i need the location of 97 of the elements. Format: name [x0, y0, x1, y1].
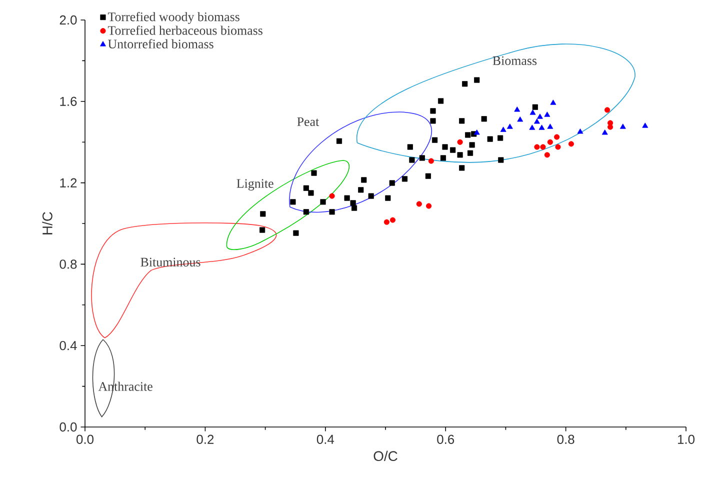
point: [514, 106, 520, 112]
point: [498, 157, 504, 163]
point: [368, 193, 374, 199]
point: [506, 124, 513, 129]
point: [407, 144, 413, 150]
point: [547, 139, 553, 145]
point: [390, 217, 396, 223]
point: [620, 124, 626, 129]
point: [389, 180, 395, 186]
point: [462, 81, 468, 87]
y-axis-title: H/C: [42, 212, 52, 234]
y-tick-label: 0.0: [60, 422, 77, 432]
point: [311, 170, 317, 176]
x-tick-label: 0.2: [196, 434, 214, 444]
point: [465, 132, 471, 138]
point: [260, 227, 266, 233]
point: [642, 122, 648, 128]
legend-label: Torrefied herbaceous biomass: [108, 26, 262, 35]
y-tick-label: 1.6: [60, 96, 77, 106]
point: [361, 177, 367, 183]
x-axis-title: O/C: [374, 450, 398, 462]
point: [517, 116, 524, 122]
point: [290, 199, 296, 205]
point: [350, 200, 356, 206]
point: [385, 195, 391, 201]
annotation: Lignite: [236, 179, 274, 191]
point: [336, 138, 342, 144]
point: [428, 158, 434, 164]
point: [344, 195, 350, 201]
point: [544, 152, 550, 158]
point: [602, 130, 608, 135]
point: [303, 185, 309, 191]
point: [469, 142, 475, 148]
point: [409, 157, 415, 163]
point: [487, 136, 493, 142]
point: [500, 126, 506, 132]
y-tick-label: 0.4: [60, 341, 77, 350]
point: [498, 135, 504, 141]
legend-label: Torrefied woody biomass: [108, 12, 240, 24]
point: [534, 144, 540, 150]
point: [474, 77, 480, 83]
point: [320, 199, 326, 205]
point: [604, 107, 610, 113]
point: [419, 155, 425, 161]
point: [530, 110, 536, 115]
point: [537, 114, 543, 119]
point: [440, 155, 446, 161]
point: [457, 139, 463, 145]
x-tick-label: 0.6: [437, 434, 454, 444]
point: [308, 190, 314, 196]
point: [329, 209, 335, 215]
point: [426, 203, 432, 209]
y-tick-label: 1.2: [60, 178, 77, 188]
point: [438, 98, 444, 104]
annotation: Peat: [297, 117, 320, 126]
annotation: Bituminous: [140, 258, 200, 267]
point: [550, 100, 556, 105]
point: [540, 144, 546, 150]
point: [529, 124, 536, 130]
point: [459, 118, 465, 124]
point: [481, 116, 487, 122]
point: [432, 137, 438, 143]
point: [474, 130, 480, 135]
point: [538, 124, 545, 130]
point: [416, 201, 422, 207]
point: [425, 173, 431, 179]
point: [555, 144, 561, 150]
legend-label: Untorrefied biomass: [108, 39, 214, 48]
point: [457, 152, 463, 158]
point: [384, 219, 390, 225]
point: [544, 112, 550, 117]
point: [532, 104, 538, 110]
x-tick-label: 0.8: [557, 434, 574, 444]
point: [430, 108, 436, 114]
x-tick-label: 1.0: [678, 434, 695, 444]
point: [303, 209, 309, 215]
point: [577, 128, 584, 134]
point: [358, 187, 364, 193]
point: [534, 118, 540, 124]
point: [402, 176, 408, 182]
point: [450, 147, 456, 153]
point: [260, 211, 266, 217]
x-tick-label: 0.4: [316, 434, 334, 444]
point: [547, 124, 554, 129]
annotation: Biomass: [492, 56, 537, 66]
point: [351, 205, 358, 211]
point: [459, 165, 465, 171]
point: [554, 134, 560, 140]
point: [568, 141, 574, 147]
y-tick-label: 0.8: [60, 260, 77, 269]
y-tick-label: 2.0: [60, 15, 77, 25]
point: [329, 193, 335, 199]
point: [430, 118, 436, 124]
point: [293, 230, 299, 236]
x-tick-label: 0.0: [76, 434, 94, 444]
point: [442, 144, 448, 150]
point: [467, 150, 474, 156]
